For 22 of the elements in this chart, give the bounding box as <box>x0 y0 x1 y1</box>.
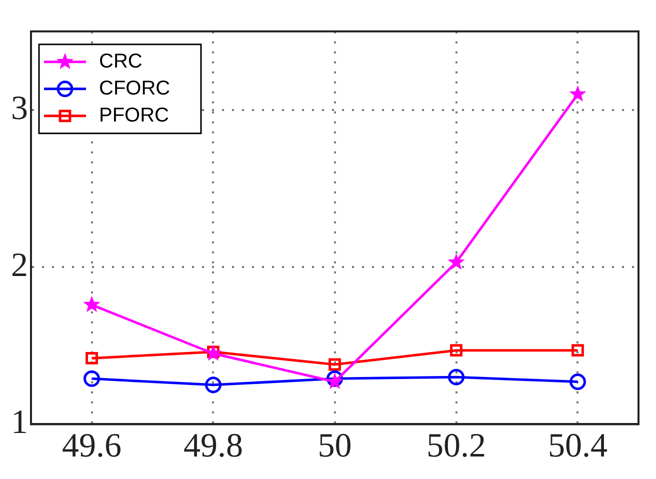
x-tick-label: 49.6 <box>62 428 122 465</box>
point <box>83 296 100 312</box>
legend-label: CRC <box>99 50 142 72</box>
point <box>569 85 586 102</box>
x-tick-label: 49.8 <box>184 428 243 465</box>
legend-label: CFORC <box>99 77 170 100</box>
y-tick-label: 3 <box>11 90 28 127</box>
y-tick-label: 1 <box>11 404 28 442</box>
point <box>328 358 341 371</box>
point <box>86 352 98 364</box>
point <box>572 344 584 357</box>
point <box>84 370 100 387</box>
point <box>570 374 586 390</box>
x-tick-label: 50.2 <box>426 428 486 465</box>
point <box>205 376 222 394</box>
point <box>448 253 465 270</box>
y-tick-label: 2 <box>11 247 28 284</box>
point <box>448 368 464 386</box>
x-tick-label: 50.4 <box>548 428 608 465</box>
legend-label: PFORC <box>99 104 169 126</box>
point <box>450 344 462 357</box>
x-tick-label: 50 <box>318 428 352 465</box>
